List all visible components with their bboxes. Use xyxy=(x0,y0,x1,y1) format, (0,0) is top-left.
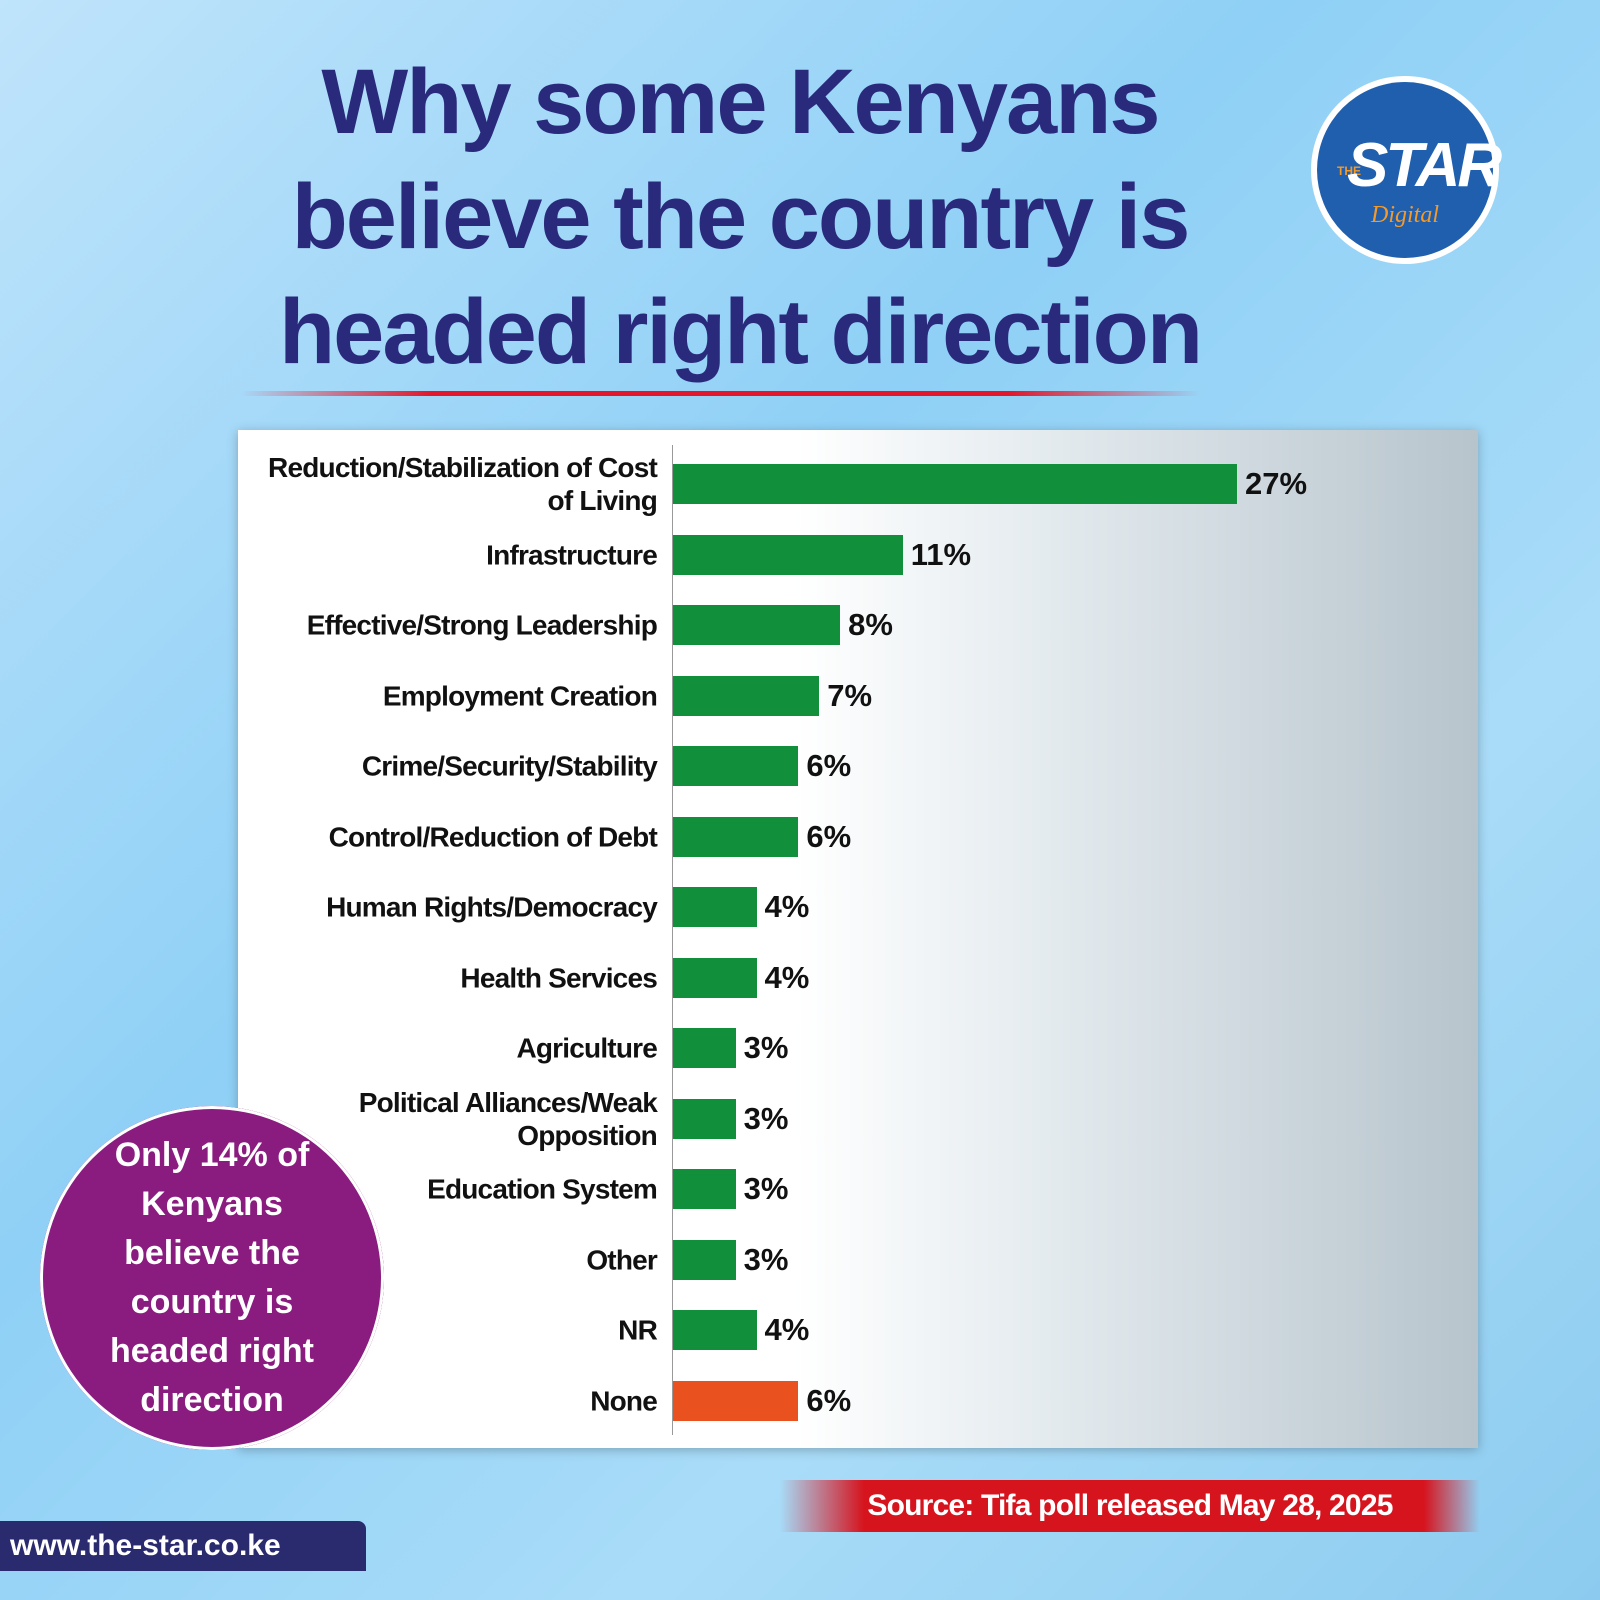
category-label: Infrastructure xyxy=(486,539,658,571)
value-label: 3% xyxy=(743,1030,789,1066)
bar xyxy=(673,605,841,646)
category-label: Control/Reduction of Debt xyxy=(328,821,658,853)
value-label: 6% xyxy=(806,748,852,784)
value-label: 3% xyxy=(743,1241,789,1277)
value-label: 3% xyxy=(743,1100,789,1136)
bar xyxy=(673,1381,799,1421)
bar xyxy=(673,1169,736,1210)
logo-sub: Digital xyxy=(1371,202,1440,228)
value-label: 4% xyxy=(764,1312,810,1348)
category-label: Agriculture xyxy=(516,1032,657,1064)
callout: Only 14% of Kenyans believe the country … xyxy=(40,1106,384,1450)
bar xyxy=(673,887,757,928)
value-label: 8% xyxy=(848,607,893,643)
bar xyxy=(673,746,799,787)
logo-main: STAR xyxy=(1347,131,1502,200)
title-rule xyxy=(240,391,1200,396)
bar xyxy=(673,957,757,998)
value-label: 11% xyxy=(910,536,972,572)
bar xyxy=(673,1098,736,1139)
bar xyxy=(673,1310,757,1351)
bar xyxy=(673,534,903,575)
logo-small: THE xyxy=(1337,164,1361,178)
category-label: Employment Creation xyxy=(382,680,658,712)
bar xyxy=(673,1028,736,1069)
bar xyxy=(673,1239,736,1280)
value-label: 6% xyxy=(806,1383,852,1418)
bar xyxy=(673,464,1237,504)
category-label: Political Alliances/Weak Opposition xyxy=(358,1086,658,1151)
category-label: Education System xyxy=(427,1173,658,1205)
category-label: Effective/Strong Leadership xyxy=(306,609,658,641)
value-label: 4% xyxy=(764,889,810,925)
category-label: NR xyxy=(618,1314,658,1346)
value-label: 3% xyxy=(743,1171,789,1207)
category-label: None xyxy=(590,1385,658,1417)
bar xyxy=(673,816,799,857)
value-label: 4% xyxy=(764,959,810,995)
axis-line xyxy=(672,445,673,1435)
title: Why some Kenyans believe the country is … xyxy=(278,51,1203,383)
website: www.the-star.co.ke xyxy=(0,1521,366,1571)
category-label: Crime/Security/Stability xyxy=(361,750,658,782)
category-label: Reduction/Stabilization of Cost of Livin… xyxy=(268,452,658,516)
value-label: 27% xyxy=(1245,466,1308,501)
category-label: Human Rights/Democracy xyxy=(326,891,658,923)
source: Source: Tifa poll released May 28, 2025 xyxy=(780,1480,1480,1532)
bar xyxy=(673,675,820,716)
category-label: Health Services xyxy=(460,962,657,994)
logo: THE STAR Digital xyxy=(1317,82,1502,258)
value-label: 6% xyxy=(806,818,852,854)
value-label: 7% xyxy=(827,677,873,713)
chart-panel xyxy=(238,430,1478,1448)
category-label: Other xyxy=(586,1244,657,1276)
